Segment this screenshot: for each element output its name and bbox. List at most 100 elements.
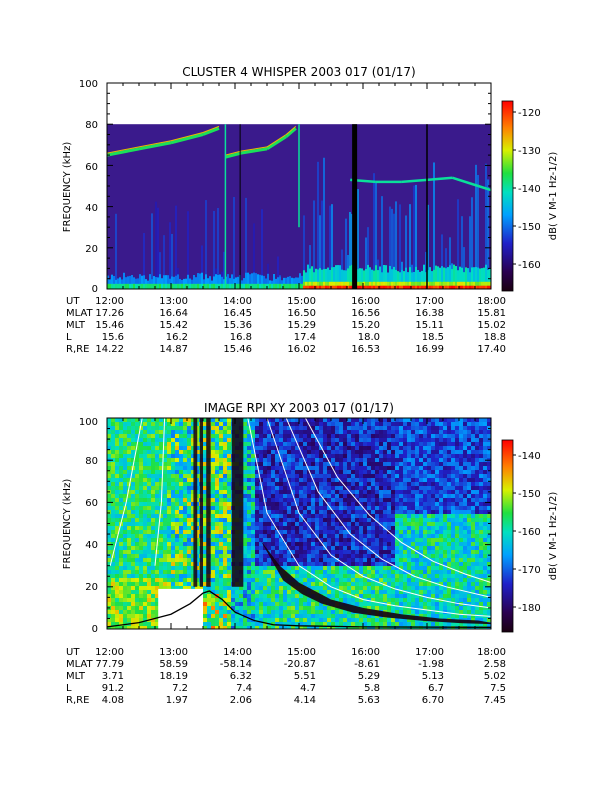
ephem-value: 15:00 [287,647,316,658]
ephem-value: 18.19 [159,671,188,682]
panel2-ytick: 80 [85,456,98,467]
plasma-frequency-curve [304,418,491,584]
ephem-value: 6.70 [422,695,444,706]
data-gap [352,124,358,289]
panel2-ytick: 20 [85,582,98,593]
ephem-value: 15.46 [95,320,124,331]
dark-strip [199,418,203,587]
ephem-value: 3.71 [102,671,124,682]
ephem-value: 5.02 [484,671,506,682]
ephem-value: 18:00 [477,647,506,658]
ephem-value: 14:00 [223,296,252,307]
ephem-value: 15.20 [351,320,380,331]
ephem-value: 18.5 [422,332,444,343]
ephem-value: 16:00 [351,296,380,307]
plasma-frequency-curve [109,418,143,566]
ephem-value: 17.40 [477,344,506,355]
emission-line [202,126,220,136]
ephem-value: 16.56 [351,308,380,319]
ephem-label: UT [66,647,80,658]
panel1-cb-tick: -160 [518,260,541,271]
panel2-y-axis-label: FREQUENCY (kHz) [62,479,73,570]
ephem-value: 15.36 [223,320,252,331]
ephem-value: 13:00 [159,647,188,658]
ephem-value: -20.87 [284,659,316,670]
emission-line [266,134,287,148]
ephem-label: L [66,683,72,694]
ephem-label: MLT [66,320,86,331]
ephem-value: 14:00 [223,647,252,658]
ephem-value: 7.5 [490,683,506,694]
ephem-label: R,RE [66,695,89,706]
ephem-value: 7.4 [236,683,252,694]
panel1-colorbar-tick-labels: -120 -130 -140 -150 -160 [518,108,541,271]
panel2-cb-tick: -150 [518,489,541,500]
ephem-value: 12:00 [95,296,124,307]
emission-line [170,132,204,142]
panel2-ephemeris: UT MLAT MLT L R,RE 12:00 13:00 14:00 15:… [66,647,506,706]
ephem-label: R,RE [66,344,89,355]
emission-line [285,125,297,135]
ephem-value: 16.64 [159,308,188,319]
ephem-value: 4.08 [102,695,124,706]
ephem-value: -1.98 [418,659,444,670]
ephem-value: 5.13 [422,671,444,682]
ephem-value: 18.0 [358,332,380,343]
ephem-value: 13:00 [159,296,188,307]
panel2-cb-tick: -160 [518,527,541,538]
ephem-value: 18:00 [477,296,506,307]
late-band-line [477,184,491,192]
panel1-cb-tick: -120 [518,108,541,119]
ephem-value: 5.51 [294,671,316,682]
ephem-value: 15.02 [477,320,506,331]
ephem-value: 16.02 [287,344,316,355]
ephem-value: 15.6 [102,332,124,343]
ephem-label: UT [66,296,80,307]
ephem-value: 17.4 [294,332,316,343]
ephem-value: 77.79 [95,659,124,670]
ephem-value: 17.26 [95,308,124,319]
ephem-value: 16.50 [287,308,316,319]
ephem-value: 6.32 [230,671,252,682]
ephem-label: L [66,332,72,343]
panel-image-rpi: IMAGE RPI XY 2003 017 (01/17) FREQUENCY … [62,401,559,706]
panel1-ytick: 0 [92,284,98,295]
ephem-value: 16.45 [223,308,252,319]
plasma-frequency-curve [154,418,166,566]
ephem-label: MLT [66,671,86,682]
plasma-frequency-curve [266,418,491,609]
ephem-value: 6.7 [428,683,444,694]
ephem-value: 15:00 [287,296,316,307]
emission-line [107,147,140,157]
ephem-value: 14.87 [159,344,188,355]
ephem-value: 5.8 [364,683,380,694]
ephem-value: 18.8 [484,332,506,343]
panel2-cb-tick: -140 [518,451,541,462]
panel2-colorbar-label: dB( V M-1 Hz-1/2) [548,492,559,581]
panel1-colorbar-ticks [513,111,516,265]
ephem-value: 7.45 [484,695,506,706]
dark-strip [231,418,244,587]
ephem-value: 15.46 [223,344,252,355]
panel1-colorbar-label: dB( V M-1 Hz-1/2) [548,152,559,241]
ephem-value: 12:00 [95,647,124,658]
panel2-ytick: 100 [79,417,98,428]
panel2-y-tick-labels: 0 20 40 60 80 100 [79,417,98,635]
ephem-value: 1.97 [166,695,188,706]
panel1-colorbar [501,100,514,292]
emission-line [225,150,242,156]
ephem-value: 5.29 [358,671,380,682]
ephem-value: 15.42 [159,320,188,331]
panel1-ticks [106,82,492,290]
panel1-ytick: 80 [85,120,98,131]
panel2-ytick: 60 [85,498,98,509]
ephem-value: 17:00 [415,296,444,307]
ephem-value: 4.14 [294,695,316,706]
late-band-line [452,176,479,188]
panel2-cb-tick: -170 [518,565,541,576]
ephem-value: -58.14 [220,659,252,670]
emission-line [138,140,172,148]
panel-cluster: CLUSTER 4 WHISPER 2003 017 (01/17) FREQU… [62,65,559,355]
dark-strip [193,418,198,587]
